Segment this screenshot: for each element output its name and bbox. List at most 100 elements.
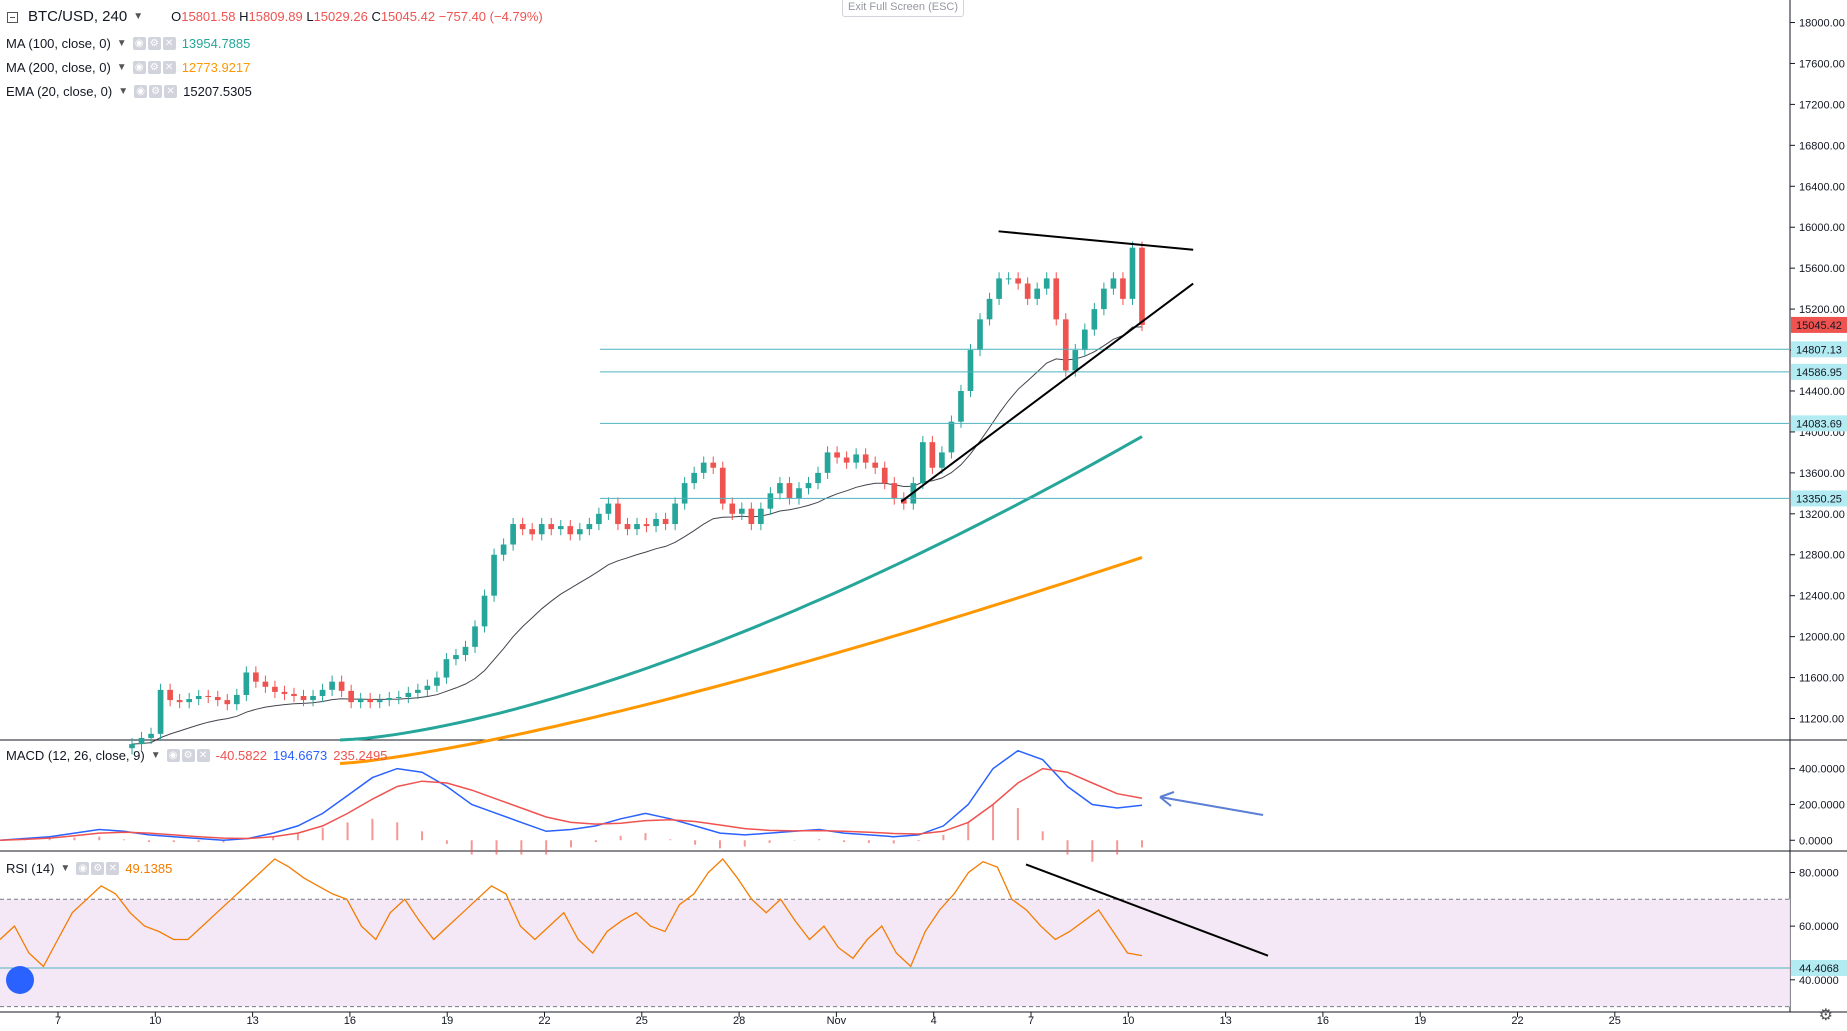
candle: [481, 595, 488, 627]
gear-icon[interactable]: ⚙: [1818, 1007, 1833, 1024]
indicator-name[interactable]: MA (200, close, 0): [6, 60, 111, 75]
candle: [443, 659, 450, 678]
candle: [224, 700, 231, 705]
symbol-legend: BTC/USD, 240 ▼ O15801.58 H15809.89 L1502…: [28, 8, 543, 25]
candle: [376, 700, 383, 703]
indicator-ema20[interactable]: EMA (20, close, 0) ▼ ◉ ⚙ ✕ 15207.5305: [6, 84, 252, 99]
indicator-controls[interactable]: ◉ ⚙ ✕: [76, 862, 120, 875]
ema20-line: [131, 326, 1143, 745]
candle: [262, 681, 269, 687]
ma200-line: [339, 555, 1143, 765]
candle: [329, 681, 335, 690]
annotation-arrowhead: [1159, 791, 1175, 807]
candle: [1101, 288, 1107, 310]
macd-legend[interactable]: MACD (12, 26, close, 9) ▼ ◉ ⚙ ✕ -40.5822 1…: [6, 748, 387, 763]
chevron-down-icon[interactable]: ▼: [60, 863, 71, 874]
candle: [786, 483, 793, 499]
indicator-controls[interactable]: ◉ ⚙ ✕: [166, 749, 210, 762]
indicator-value: 12773.9217: [181, 60, 251, 75]
candle: [281, 691, 288, 694]
rsi-band: [0, 899, 1790, 1007]
eye-icon: ◉: [132, 37, 146, 50]
chevron-down-icon[interactable]: ▼: [133, 11, 144, 22]
candle: [500, 544, 507, 555]
candle: [672, 503, 678, 525]
macd-signal-value: 235.2495: [333, 748, 388, 763]
candle: [1091, 309, 1098, 330]
symbol-title[interactable]: BTC/USD, 240: [28, 8, 128, 25]
candle: [634, 524, 640, 530]
candle: [367, 699, 374, 703]
candle: [929, 442, 936, 468]
candle: [167, 689, 173, 701]
chevron-down-icon[interactable]: ▼: [118, 86, 129, 97]
candle: [195, 695, 202, 700]
eye-icon: ◉: [132, 61, 146, 74]
price-tick-label: 13600.00: [1799, 468, 1845, 480]
date-tick-label: 13: [1219, 1015, 1231, 1027]
candle: [1081, 329, 1088, 351]
price-badge-label: 14586.95: [1796, 367, 1842, 379]
candle: [996, 278, 1002, 299]
indicator-ma200[interactable]: MA (200, close, 0) ▼ ◉ ⚙ ✕ 12773.9217: [6, 60, 250, 75]
chevron-down-icon[interactable]: ▼: [150, 750, 161, 761]
indicator-controls[interactable]: ◉ ⚙ ✕: [132, 61, 176, 74]
candle: [1005, 278, 1012, 280]
price-tick-label: 17600.00: [1799, 58, 1845, 70]
indicator-value: 13954.7885: [181, 36, 251, 51]
candle: [758, 508, 764, 525]
date-tick-label: 4: [931, 1015, 937, 1027]
chevron-down-icon[interactable]: ▼: [116, 38, 127, 49]
candle: [548, 524, 555, 530]
indicator-controls[interactable]: ◉ ⚙ ✕: [132, 37, 176, 50]
rsi-legend[interactable]: RSI (14) ▼ ◉ ⚙ ✕ 49.1385: [6, 861, 172, 876]
trend-line: [998, 230, 1194, 251]
candle: [253, 672, 259, 682]
price-tick-label: 13200.00: [1799, 509, 1845, 521]
candle: [700, 462, 707, 473]
trend-line: [900, 282, 1194, 503]
rsi-badge-label: 44.4068: [1799, 963, 1839, 975]
candle: [1110, 278, 1117, 289]
candle: [129, 744, 135, 749]
tradingview-logo-icon[interactable]: [6, 966, 34, 994]
price-tick-label: 11200.00: [1799, 714, 1844, 726]
close-icon: ✕: [196, 749, 210, 762]
candle: [491, 554, 497, 596]
indicator-ma100[interactable]: MA (100, close, 0) ▼ ◉ ⚙ ✕ 13954.7885: [6, 36, 250, 51]
candle: [853, 454, 859, 463]
candle: [796, 488, 802, 499]
indicator-controls[interactable]: ◉ ⚙ ✕: [134, 85, 178, 98]
indicator-name[interactable]: MA (100, close, 0): [6, 36, 111, 51]
date-tick-label: 13: [246, 1015, 258, 1027]
candle: [576, 529, 583, 535]
macd-name[interactable]: MACD (12, 26, close, 9): [6, 748, 145, 763]
close-value: 15045.42: [380, 9, 436, 24]
eye-icon: ◉: [76, 862, 90, 875]
candle: [300, 695, 307, 701]
price-tick-label: 18000.00: [1799, 18, 1845, 30]
exit-fullscreen-button[interactable]: Exit Full Screen (ESC): [842, 0, 964, 17]
candle: [777, 483, 783, 494]
collapse-icon[interactable]: [7, 12, 18, 23]
price-tick-label: 12000.00: [1799, 632, 1845, 644]
candle: [653, 518, 659, 527]
date-tick-label: 16: [344, 1015, 356, 1027]
candle: [1072, 350, 1079, 371]
candle: [596, 513, 602, 525]
eye-icon: ◉: [134, 85, 148, 98]
date-tick-label: 7: [1028, 1015, 1034, 1027]
price-tick-label: 16400.00: [1799, 181, 1845, 193]
candle: [434, 677, 440, 686]
price-badge-label: 14083.69: [1796, 418, 1842, 430]
rsi-name[interactable]: RSI (14): [6, 861, 55, 876]
macd-signal-line: [0, 767, 1143, 842]
indicator-name[interactable]: EMA (20, close, 0): [6, 84, 113, 99]
price-badge: [1791, 341, 1847, 358]
candle: [519, 524, 526, 530]
candle: [1129, 247, 1136, 299]
price-badge-label: 13350.25: [1796, 493, 1842, 505]
chevron-down-icon[interactable]: ▼: [116, 62, 127, 73]
candle: [148, 733, 154, 738]
